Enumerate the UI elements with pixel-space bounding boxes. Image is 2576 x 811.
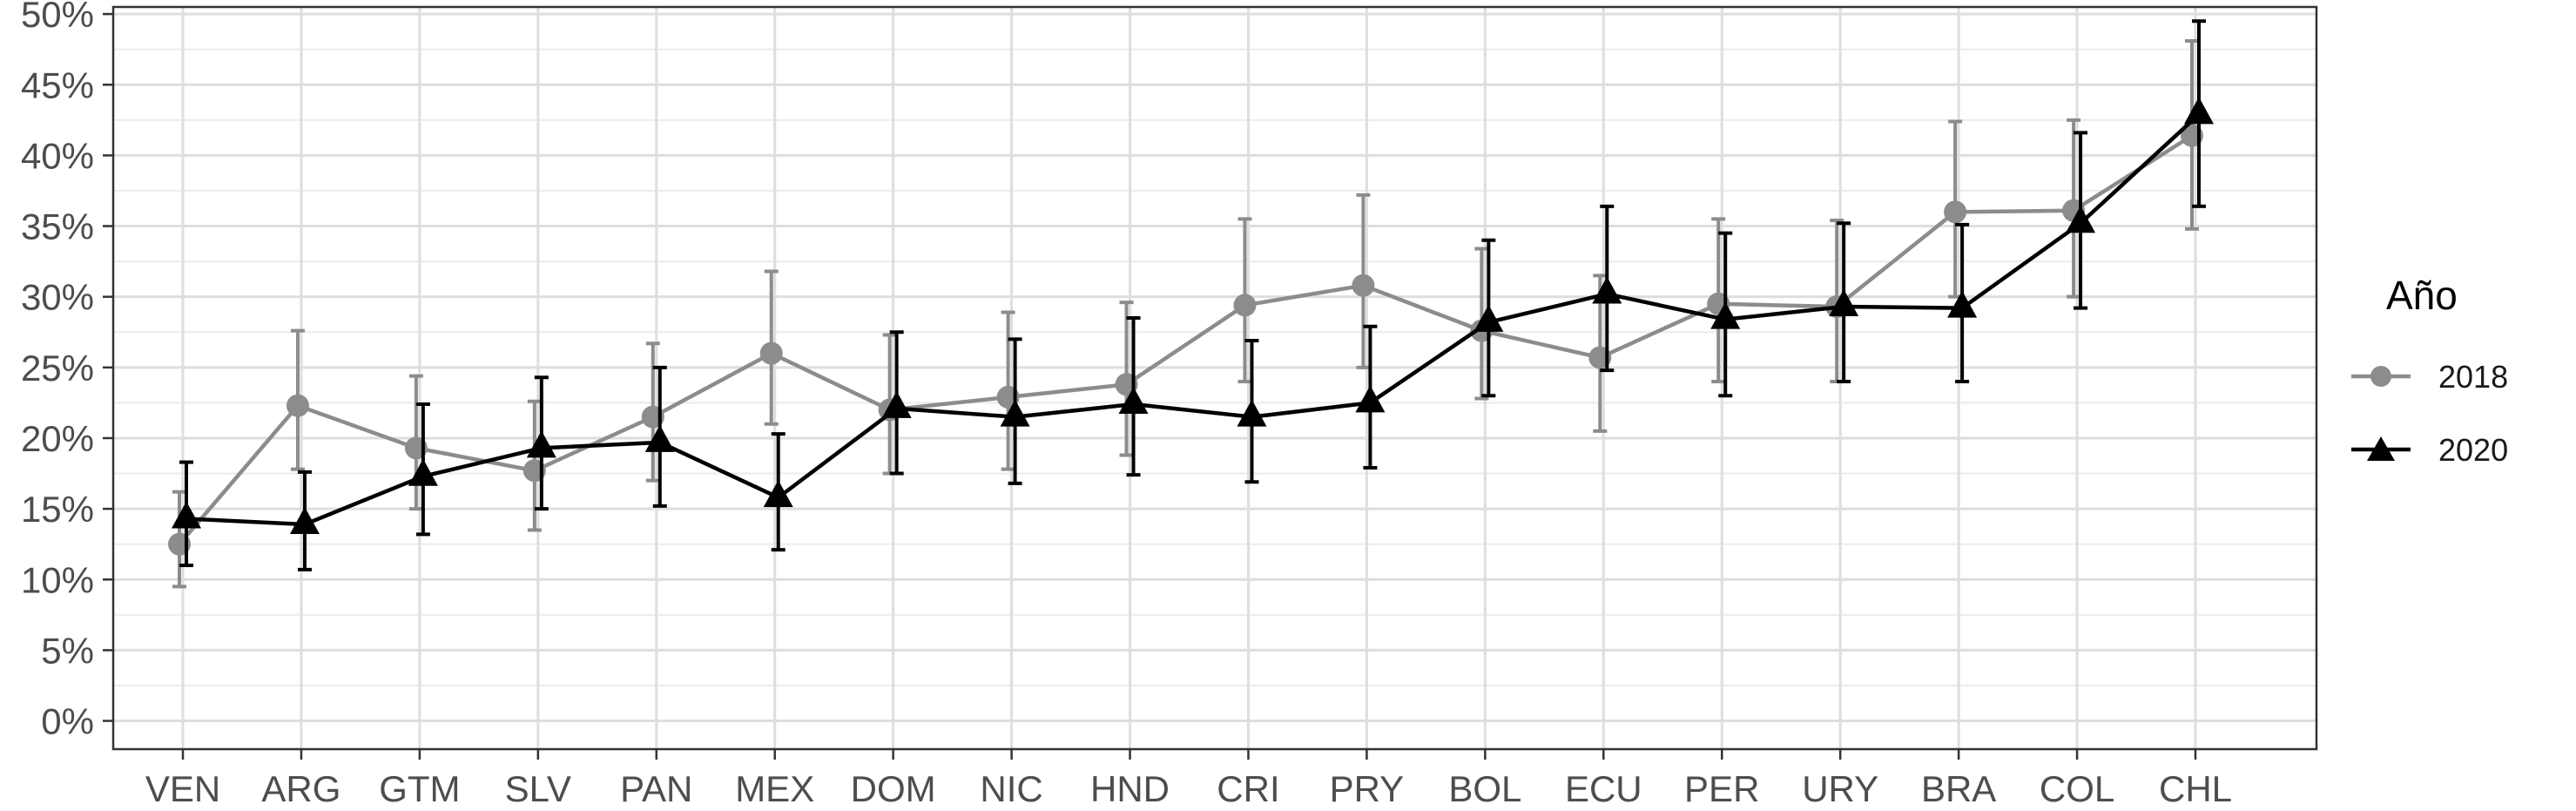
x-tick-label: PER [1684,768,1759,809]
x-tick-label: URY [1802,768,1878,809]
x-tick-label: BRA [1921,768,1996,809]
data-point-2020 [526,430,556,458]
y-tick-label: 25% [21,348,94,389]
y-tick-label: 0% [41,701,94,742]
x-tick-label: CHL [2159,768,2232,809]
x-tick-label: ARG [261,768,341,809]
data-point-2018 [759,341,783,365]
data-point-2020 [1355,385,1386,413]
data-point-2020 [1710,301,1741,329]
series-2020 [172,19,2214,571]
data-point-2020 [1473,304,1504,332]
y-tick-label: 10% [21,559,94,600]
x-tick-label: VEN [145,768,220,809]
y-axis: 0% 5% 10% 15% 20% 25% 30% 35% 40% 45% 50% [21,0,113,742]
series-line-2018 [178,133,2194,546]
y-tick-label: 20% [21,418,94,459]
x-tick-label: CRI [1217,768,1279,809]
data-point-2018 [1944,200,1967,224]
x-tick-label: HND [1090,768,1170,809]
data-point-2020 [2066,206,2096,233]
data-point-2020 [763,480,793,508]
data-point-2020 [644,424,675,452]
x-tick-label: SLV [505,768,571,809]
x-tick-label: COL [2040,768,2114,809]
x-tick-label: PRY [1330,768,1405,809]
x-tick-label: ECU [1565,768,1642,809]
data-point-2020 [1592,276,1622,304]
y-tick-label: 5% [41,630,94,671]
x-tick-label: GTM [379,768,460,809]
y-tick-label: 40% [21,135,94,176]
legend-item-2018: 2018 [2351,359,2508,395]
x-tick-label: MEX [735,768,814,809]
data-point-2020 [408,458,438,486]
data-point-2020 [289,506,320,534]
data-point-2018 [286,394,309,417]
data-point-2020 [1947,290,1978,318]
y-tick-label: 45% [21,64,94,105]
minor-gridlines [113,48,2316,686]
legend-item-2020: 2020 [2351,432,2508,468]
y-tick-label: 30% [21,277,94,318]
major-gridlines [113,7,2316,749]
x-tick-label: BOL [1448,768,1521,809]
legend-triangle-marker-2020 [2367,436,2395,461]
data-point-2020 [1000,399,1030,427]
y-tick-label: 15% [21,489,94,530]
data-point-2020 [881,390,912,418]
legend-circle-marker-2018 [2370,366,2391,387]
x-axis: VEN ARG GTM SLV PAN MEX DOM NIC HND CRI PRY BOL ECU P… [145,749,2232,809]
data-point-2018 [1352,274,1375,297]
legend-label-2018: 2018 [2438,359,2508,395]
series-line-2020 [185,112,2201,527]
plot-panel-border [111,5,2318,751]
y-tick-label: 35% [21,206,94,247]
x-tick-label: PAN [620,768,692,809]
data-point-2020 [2184,97,2214,125]
x-tick-label: DOM [851,768,936,809]
data-point-2020 [172,501,201,529]
data-point-2020 [1237,399,1267,427]
legend-title: Año [2386,273,2458,318]
y-tick-label: 50% [21,0,94,35]
data-point-2018 [1233,294,1257,317]
x-tick-label: NIC [980,768,1042,809]
legend: Año 2018 2020 [2351,273,2508,468]
legend-label-2020: 2020 [2438,432,2508,468]
data-point-2020 [1829,289,1859,317]
data-point-2020 [1118,387,1149,415]
